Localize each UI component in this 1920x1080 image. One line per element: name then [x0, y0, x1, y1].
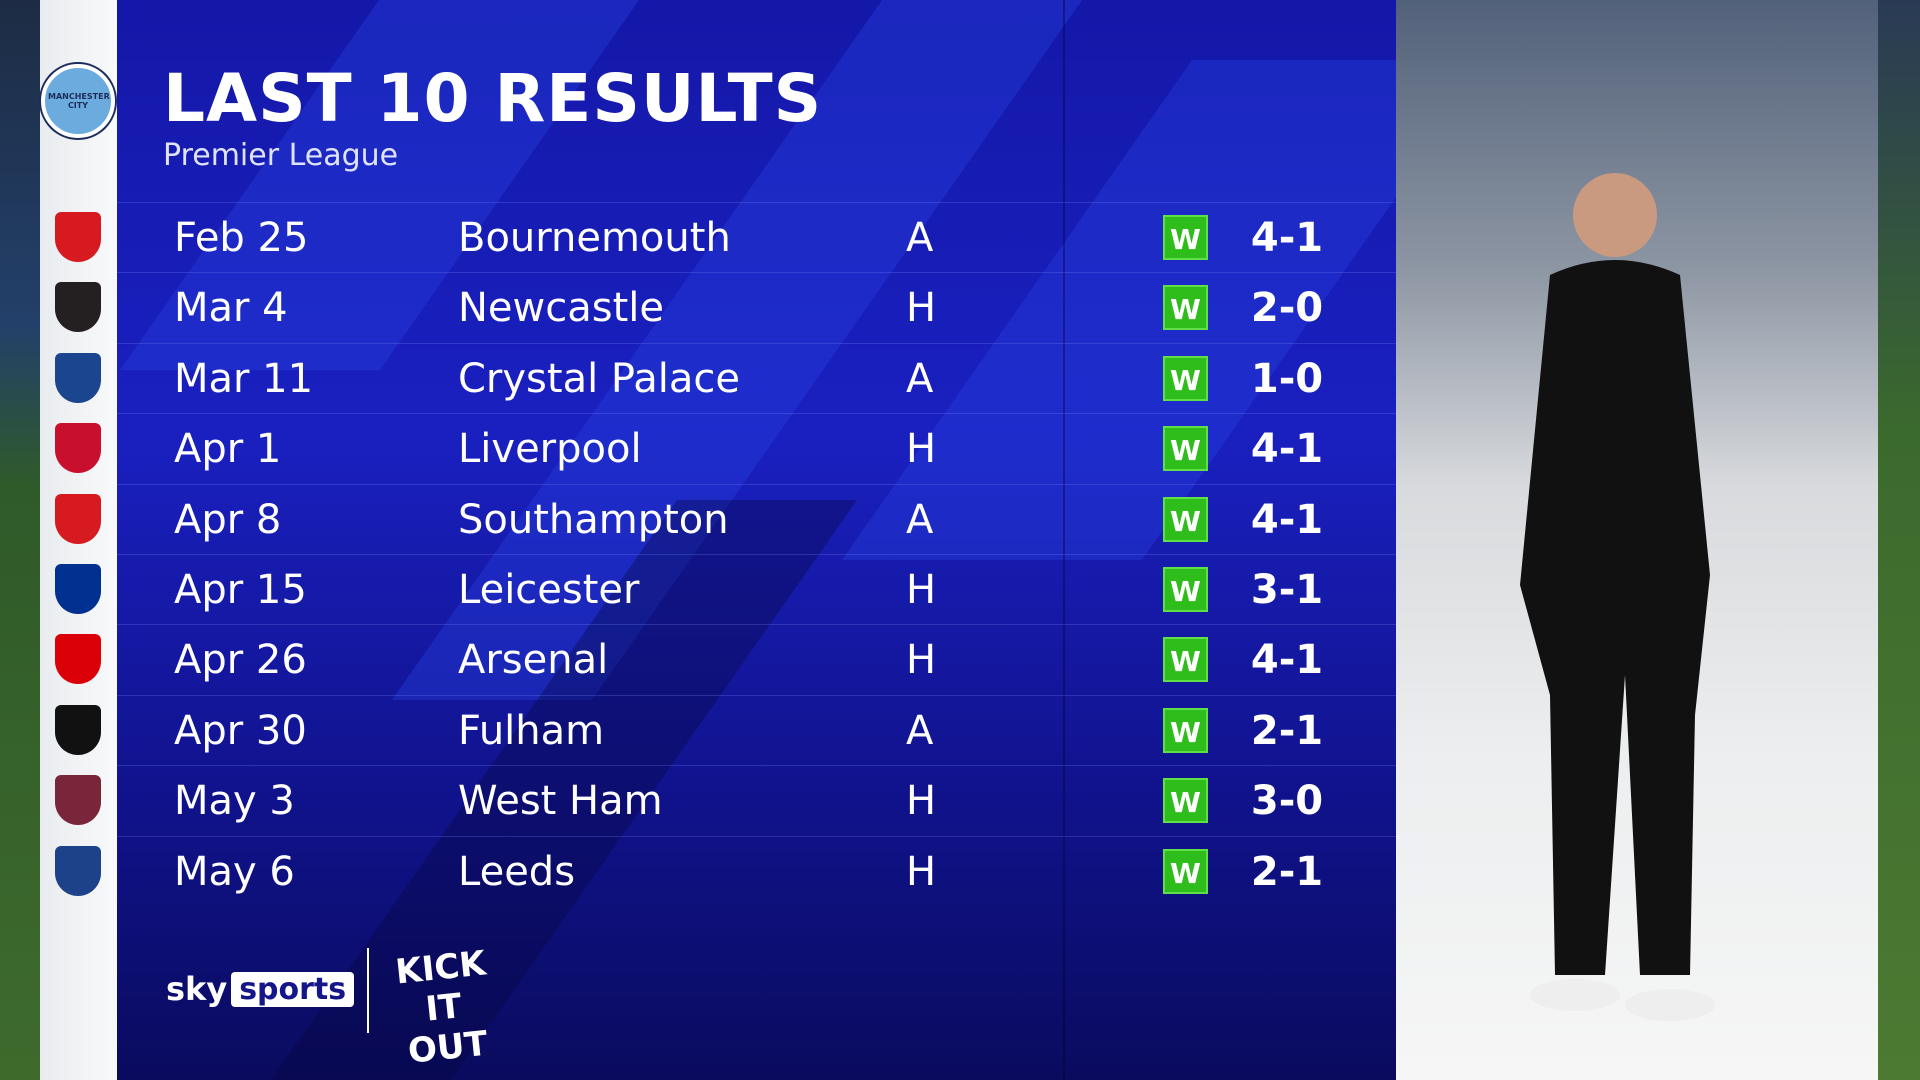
venue: H	[906, 778, 937, 825]
result-row: Apr 15 Leicester H W 3-1	[117, 554, 1396, 624]
venue: H	[906, 567, 937, 613]
opponent-crest-icon	[55, 775, 101, 826]
opponent-name: Bournemouth	[458, 215, 731, 261]
match-date: Apr 8	[174, 496, 282, 543]
match-date: May 3	[174, 778, 295, 825]
result-row: Mar 4 Newcastle H W 2-0	[117, 272, 1396, 342]
opponent-crest-icon	[55, 564, 101, 614]
match-date: Feb 25	[174, 215, 309, 261]
result-row: Apr 1 Liverpool H W 4-1	[117, 413, 1396, 483]
score: 1-0	[1250, 355, 1324, 402]
score: 4-1	[1250, 637, 1324, 684]
team-name: Manchester City	[48, 92, 110, 110]
venue: A	[906, 355, 934, 402]
result-badge: W	[1163, 637, 1208, 683]
opponent-name: Newcastle	[458, 285, 664, 332]
logo-divider	[367, 948, 369, 1033]
opponent-name: Crystal Palace	[458, 355, 740, 402]
crest-column: Manchester City	[40, 0, 117, 1080]
venue: A	[906, 707, 934, 754]
score: 3-1	[1250, 567, 1324, 613]
manager-figure	[1520, 173, 1715, 1021]
venue: H	[906, 285, 937, 332]
competition-subtitle: Premier League	[163, 138, 399, 173]
manchester-city-crest-icon: Manchester City	[41, 64, 115, 138]
score: 4-1	[1250, 496, 1324, 543]
opponent-crest-icon	[55, 845, 101, 896]
match-date: Mar 11	[174, 355, 314, 402]
column-divider	[1063, 0, 1065, 1080]
result-badge: W	[1163, 496, 1208, 542]
result-badge: W	[1163, 778, 1208, 824]
match-date: Mar 4	[174, 285, 288, 332]
opponent-crest-icon	[55, 634, 101, 685]
page-title: LAST 10 RESULTS	[163, 60, 823, 137]
results-panel: LAST 10 RESULTS Premier League Feb 25 Bo…	[117, 0, 1396, 1080]
kick-it-out-logo: KICK IT OUT	[393, 943, 490, 1072]
result-row: Mar 11 Crystal Palace A W 1-0	[117, 342, 1396, 413]
result-badge: W	[1163, 707, 1208, 753]
result-badge: W	[1163, 567, 1208, 612]
opponent-crest-icon	[55, 704, 101, 755]
match-date: Apr 1	[174, 426, 282, 473]
venue: H	[906, 637, 937, 684]
result-badge: W	[1163, 355, 1208, 401]
opponent-crest-icon	[55, 493, 101, 544]
result-row: May 3 West Ham H W 3-0	[117, 765, 1396, 835]
result-badge: W	[1163, 848, 1208, 894]
match-date: Apr 26	[174, 637, 307, 684]
score: 2-1	[1250, 707, 1324, 754]
opponent-name: Southampton	[458, 496, 729, 543]
score: 4-1	[1250, 215, 1324, 261]
score: 3-0	[1250, 778, 1324, 825]
manager-photo	[1396, 0, 1878, 1080]
opponent-crest-icon	[55, 352, 101, 403]
match-date: May 6	[174, 848, 295, 895]
venue: A	[906, 215, 934, 261]
opponent-name: Liverpool	[458, 426, 642, 473]
opponent-name: Fulham	[458, 707, 605, 754]
match-date: Apr 15	[174, 567, 307, 613]
venue: A	[906, 496, 934, 543]
opponent-crest-icon	[55, 282, 101, 333]
score: 4-1	[1250, 426, 1324, 473]
opponent-name: Leicester	[458, 567, 640, 613]
stadium-background-left	[0, 0, 40, 1080]
result-row: Feb 25 Bournemouth A W 4-1	[117, 202, 1396, 272]
opponent-crest-icon	[55, 423, 101, 474]
result-row: Apr 8 Southampton A W 4-1	[117, 483, 1396, 554]
opponent-name: Arsenal	[458, 637, 609, 684]
sky-sports-logo: sky sports	[166, 970, 355, 1008]
opponent-crest-icon	[55, 212, 101, 262]
result-badge: W	[1163, 285, 1208, 331]
venue: H	[906, 426, 937, 473]
result-badge: W	[1163, 426, 1208, 472]
venue: H	[906, 848, 937, 895]
score: 2-1	[1250, 848, 1324, 895]
result-row: Apr 30 Fulham A W 2-1	[117, 694, 1396, 765]
result-row: Apr 26 Arsenal H W 4-1	[117, 624, 1396, 694]
opponent-name: West Ham	[458, 778, 663, 825]
stadium-background-right	[1878, 0, 1920, 1080]
score: 2-0	[1250, 285, 1324, 332]
opponent-name: Leeds	[458, 848, 576, 895]
result-row: May 6 Leeds H W 2-1	[117, 835, 1396, 906]
match-date: Apr 30	[174, 707, 307, 754]
result-badge: W	[1163, 215, 1208, 260]
